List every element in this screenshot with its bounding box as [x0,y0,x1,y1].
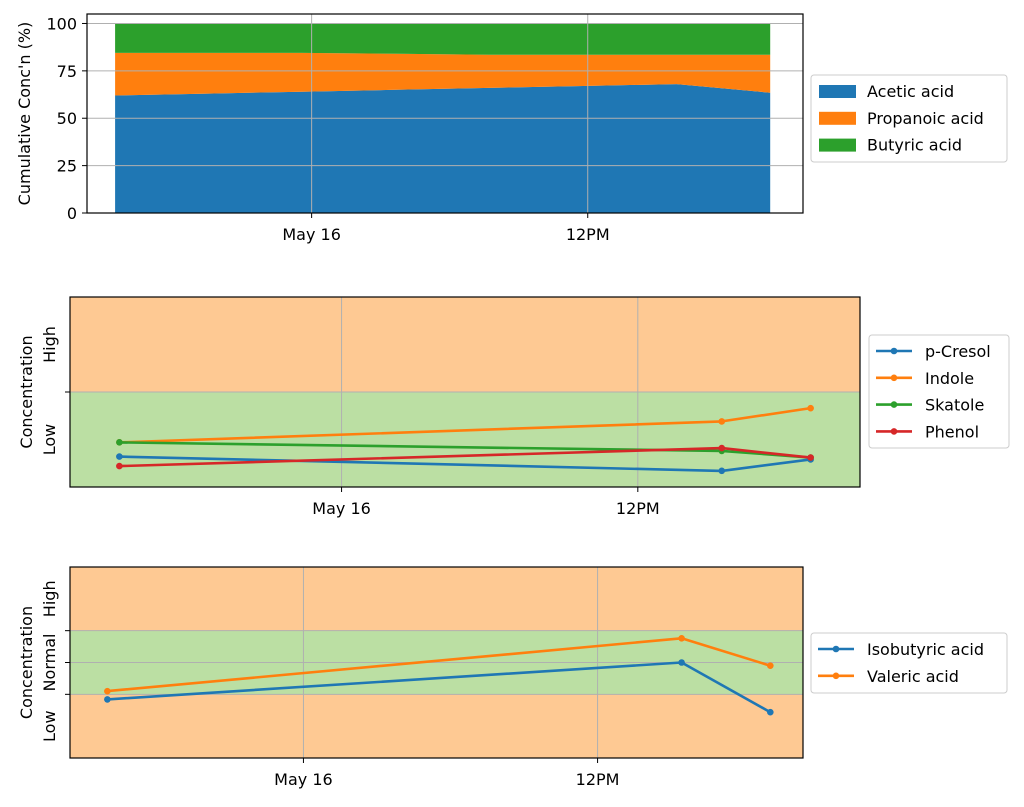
point-isobutyric-acid [104,696,111,703]
legend-marker-valeric-acid [832,672,840,680]
x-tick-label: 12PM [616,499,660,518]
legend-label-isobutyric-acid: Isobutyric acid [867,640,984,659]
legend-marker-indole [890,374,898,382]
legend-label-acetic-acid: Acetic acid [867,82,954,101]
y-axis-label: Cumulative Conc'n (%) [15,22,34,206]
axes-frame [69,566,804,759]
zone-label-normal: Normal [40,634,59,692]
area-propanoic-acid [115,52,771,96]
legend-label-skatole: Skatole [925,396,984,415]
point-phenol [807,454,814,461]
y-tick-label: 0 [67,204,77,223]
point-p-cresol [116,453,123,460]
legend-label-p-cresol: p-Cresol [925,342,991,361]
axes-frame [86,13,804,214]
legend: Acetic acid Propanoic acid Butyric acid [810,74,1008,163]
legend-label-indole: Indole [925,369,974,388]
legend-box [868,334,1010,449]
y-tick-label: 25 [57,157,77,176]
y-axis-label: Concentration [17,606,36,719]
point-indole [807,404,814,412]
point-indole [718,418,726,425]
point-valeric-acid [104,687,111,695]
zone-label-low: Low [40,710,59,742]
point-isobutyric-acid [767,708,774,716]
legend-label-propanoic-acid: Propanoic acid [867,109,984,128]
zone-label-high: High [40,326,59,363]
legend-box [810,632,1008,694]
zone-label-low: Low [40,424,59,456]
zone-high [70,567,803,631]
legend-marker-isobutyric-acid [832,645,840,653]
legend: p-Cresol Indole Skatole Phenol [868,334,1010,449]
legend-marker-p-cresol [890,347,898,355]
legend-swatch-butyric-acid [819,138,856,152]
legend-label-butyric-acid: Butyric acid [867,136,962,155]
area-butyric-acid [115,23,771,55]
y-tick-label: 100 [46,14,77,33]
point-isobutyric-acid [678,659,685,666]
x-tick-label: 12PM [576,770,620,789]
zone-low [70,694,803,758]
point-valeric-acid [767,662,774,669]
point-phenol [116,462,123,470]
legend-swatch-acetic-acid [819,85,856,98]
y-tick-label: 75 [57,62,77,81]
legend-marker-skatole [890,401,898,408]
point-p-cresol [718,467,726,475]
y-tick-label: 50 [57,109,77,128]
x-tick-label: May 16 [274,770,333,789]
legend-box [810,74,1008,163]
chart-1: 0 25 50 75 100 Cumulative Conc'n (%) May 16 12P… [15,13,1008,244]
point-phenol [718,444,726,452]
zone-label-high: High [40,580,59,617]
legend-swatch-propanoic-acid [819,111,856,125]
x-tick-label: May 16 [282,225,341,244]
zone-high [70,297,860,392]
x-tick-label: 12PM [566,225,610,244]
axes-frame [69,296,861,488]
x-tick-label: May 16 [312,499,371,518]
legend-label-phenol: Phenol [925,422,979,441]
point-skatole [116,439,123,446]
area-acetic-acid [115,84,771,213]
legend-marker-phenol [890,428,898,435]
point-valeric-acid [678,635,685,642]
legend: Isobutyric acid Valeric acid [810,632,1008,694]
y-axis-label: Concentration [17,335,36,448]
legend-label-valeric-acid: Valeric acid [867,667,959,686]
